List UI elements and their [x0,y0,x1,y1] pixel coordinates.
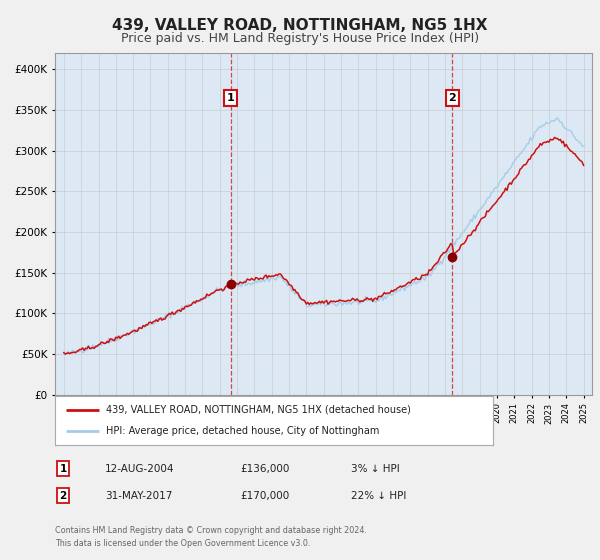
Text: 1: 1 [59,464,67,474]
Text: 31-MAY-2017: 31-MAY-2017 [105,491,172,501]
Text: 22% ↓ HPI: 22% ↓ HPI [351,491,406,501]
Text: This data is licensed under the Open Government Licence v3.0.: This data is licensed under the Open Gov… [55,539,311,548]
Text: 12-AUG-2004: 12-AUG-2004 [105,464,175,474]
Text: 2: 2 [59,491,67,501]
Text: 2: 2 [448,93,456,103]
Text: Price paid vs. HM Land Registry's House Price Index (HPI): Price paid vs. HM Land Registry's House … [121,32,479,45]
Text: 3% ↓ HPI: 3% ↓ HPI [351,464,400,474]
Text: Contains HM Land Registry data © Crown copyright and database right 2024.: Contains HM Land Registry data © Crown c… [55,526,367,535]
Text: 1: 1 [227,93,235,103]
Text: £170,000: £170,000 [240,491,289,501]
Text: £136,000: £136,000 [240,464,289,474]
Text: HPI: Average price, detached house, City of Nottingham: HPI: Average price, detached house, City… [106,426,379,436]
Text: 439, VALLEY ROAD, NOTTINGHAM, NG5 1HX: 439, VALLEY ROAD, NOTTINGHAM, NG5 1HX [112,18,488,33]
Text: 439, VALLEY ROAD, NOTTINGHAM, NG5 1HX (detached house): 439, VALLEY ROAD, NOTTINGHAM, NG5 1HX (d… [106,405,410,415]
